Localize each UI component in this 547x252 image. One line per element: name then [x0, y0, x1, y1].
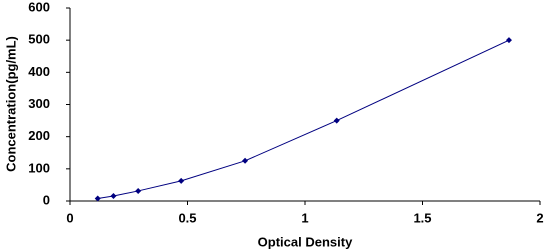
y-axis-label: Concentration(pg/mL) — [3, 36, 18, 172]
x-tick-label: 0 — [66, 210, 73, 225]
curve — [97, 39, 510, 199]
y-tick-label: 500 — [28, 32, 50, 47]
y-tick-label: 200 — [28, 128, 50, 143]
data-point — [135, 187, 142, 194]
data-point — [178, 177, 185, 184]
data-point — [505, 37, 512, 44]
y-tick-label: 0 — [43, 192, 50, 207]
x-tick-label: 1 — [301, 210, 308, 225]
data-point — [110, 192, 117, 199]
y-tick-label: 300 — [28, 96, 50, 111]
y-tick-label: 400 — [28, 64, 50, 79]
y-tick-label: 600 — [28, 0, 50, 14]
x-axis-label: Optical Density — [258, 234, 353, 249]
data-point — [94, 195, 101, 202]
x-tick-label: 1.5 — [413, 210, 431, 225]
data-point — [242, 157, 249, 164]
data-point — [333, 117, 340, 124]
x-tick-label: 0.5 — [178, 210, 196, 225]
y-tick-label: 100 — [28, 160, 50, 175]
x-tick-label: 2 — [536, 210, 543, 225]
